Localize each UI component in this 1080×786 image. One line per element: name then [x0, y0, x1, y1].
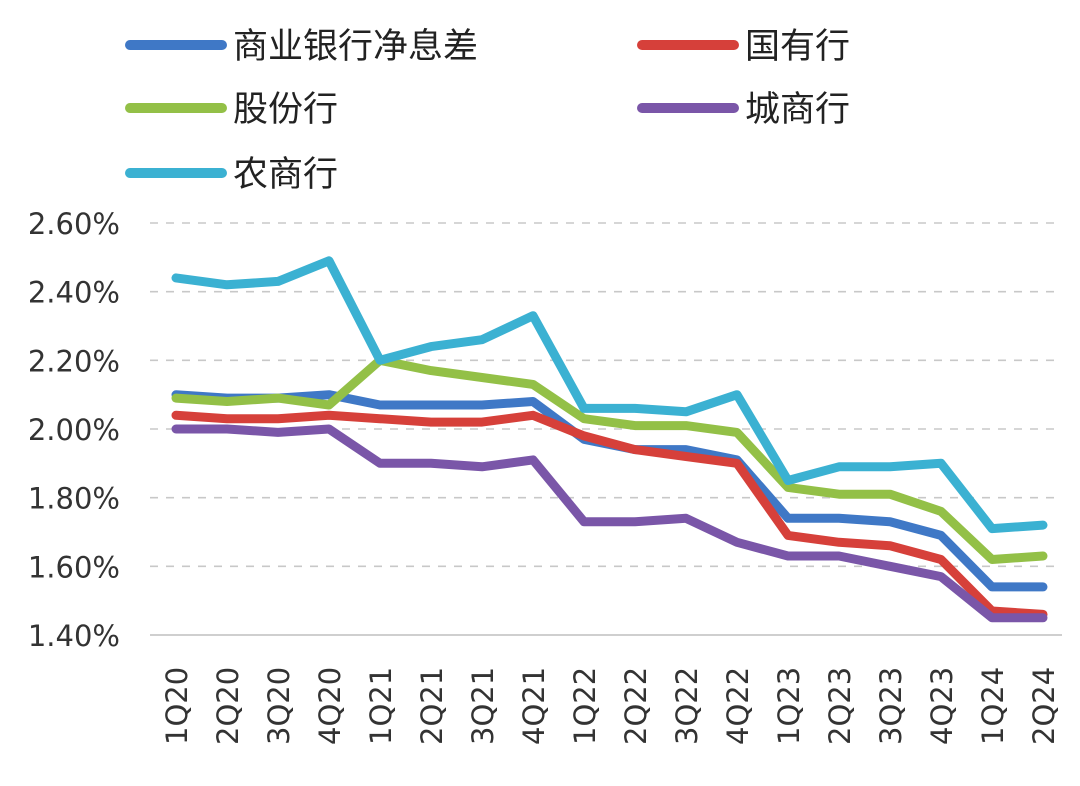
series-line-4: [171, 256, 1048, 534]
x-tick-label: 3Q20: [262, 667, 296, 745]
legend-label: 股份行: [233, 90, 338, 130]
x-tick-label: 2Q24: [1027, 667, 1061, 745]
x-tick-label: 1Q20: [160, 667, 194, 745]
y-tick-label: 1.60%: [28, 550, 120, 584]
series-line-2: [171, 355, 1048, 564]
y-tick-label: 1.40%: [28, 619, 120, 653]
y-tick-label: 1.80%: [28, 482, 120, 516]
y-tick-label: 2.40%: [28, 276, 120, 310]
legend-label: 国有行: [745, 27, 850, 67]
x-tick-label: 4Q20: [313, 667, 347, 745]
x-tick-label: 3Q23: [874, 667, 908, 745]
legend-label: 农商行: [233, 155, 338, 195]
series-line-1: [171, 410, 1048, 619]
x-tick-label: 2Q21: [415, 667, 449, 745]
x-tick-label: 2Q22: [619, 667, 653, 745]
y-tick-label: 2.20%: [28, 344, 120, 378]
x-tick-label: 2Q23: [823, 667, 857, 745]
x-tick-label: 4Q22: [721, 667, 755, 745]
x-tick-label: 1Q24: [976, 667, 1010, 745]
x-tick-label: 4Q23: [925, 667, 959, 745]
x-tick-label: 3Q21: [466, 667, 500, 745]
legend-label: 商业银行净息差: [233, 27, 478, 67]
x-tick-label: 3Q22: [670, 667, 704, 745]
x-tick-label: 2Q20: [211, 667, 245, 745]
x-tick-label: 4Q21: [517, 667, 551, 745]
x-tick-label: 1Q23: [772, 667, 806, 745]
x-tick-label: 1Q21: [364, 667, 398, 745]
legend-label: 城商行: [745, 90, 850, 130]
y-tick-label: 2.00%: [28, 413, 120, 447]
series-line-3: [171, 424, 1048, 623]
y-tick-label: 2.60%: [28, 207, 120, 241]
x-tick-label: 1Q22: [568, 667, 602, 745]
